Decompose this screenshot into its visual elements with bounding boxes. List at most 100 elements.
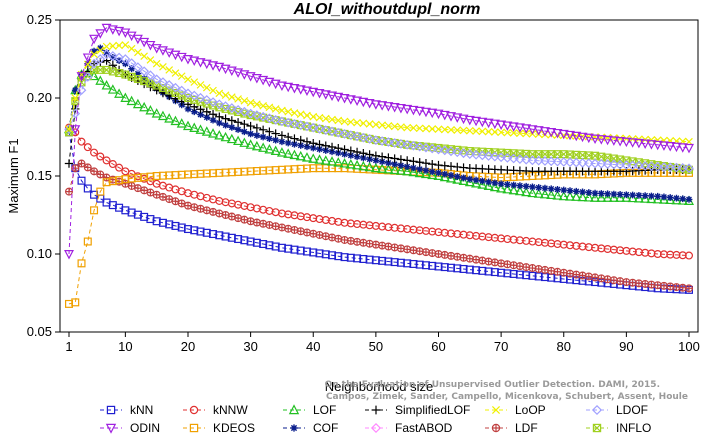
data-point <box>552 128 563 139</box>
data-point <box>132 98 143 109</box>
data-point <box>665 142 676 152</box>
data-point <box>233 68 244 78</box>
data-point <box>239 137 250 147</box>
series-ldof <box>64 49 694 174</box>
plot-area: 0.05 0.10 0.15 0.20 0.25 1 10 20 30 40 50 60 70 80 90… <box>27 12 700 354</box>
data-point <box>96 187 105 196</box>
data-point <box>402 165 413 176</box>
data-point <box>151 44 162 54</box>
legend-item-lof: LOF <box>283 403 336 417</box>
data-point-cross <box>685 284 693 292</box>
legend-item-inflo: INFLO <box>586 421 651 434</box>
x-tick-label: 70 <box>494 339 508 354</box>
data-point-cross <box>535 265 543 273</box>
data-point <box>340 145 349 154</box>
data-point <box>302 121 312 132</box>
data-point <box>577 158 588 168</box>
data-point <box>221 211 230 220</box>
data-point <box>516 182 524 190</box>
data-point <box>157 110 168 121</box>
data-point <box>496 152 506 163</box>
data-point <box>514 185 525 196</box>
data-point <box>565 157 575 168</box>
data-point-cross <box>84 164 92 171</box>
data-point <box>90 148 99 157</box>
data-point <box>370 100 381 110</box>
data-point <box>558 157 569 167</box>
data-point <box>383 163 394 174</box>
series-layer <box>64 23 694 308</box>
data-point <box>283 117 294 128</box>
x-tick-label: 80 <box>557 339 571 354</box>
data-point <box>195 58 206 68</box>
data-point <box>228 123 236 131</box>
data-point <box>233 118 243 127</box>
data-point <box>134 70 142 78</box>
data-point <box>151 74 162 85</box>
data-point <box>452 113 463 123</box>
data-point <box>497 128 505 137</box>
data-point <box>276 147 287 157</box>
data-point <box>441 170 449 178</box>
data-point <box>453 126 462 134</box>
data-point <box>646 140 657 150</box>
data-point <box>252 110 262 121</box>
data-point <box>214 99 225 110</box>
data-point <box>184 75 192 84</box>
data-point <box>529 183 536 191</box>
data-point <box>383 102 394 112</box>
data-point <box>491 128 499 136</box>
data-point <box>283 148 294 158</box>
data-point <box>396 139 406 149</box>
data-point <box>176 85 187 96</box>
data-point <box>247 130 255 138</box>
data-point <box>459 126 468 135</box>
data-point <box>496 182 507 193</box>
data-point <box>590 158 600 169</box>
data-point <box>309 144 317 152</box>
data-point <box>416 165 424 173</box>
data-point <box>195 124 206 134</box>
data-point <box>677 143 688 153</box>
data-point-cross <box>303 229 311 236</box>
data-point <box>321 141 330 150</box>
data-point <box>120 92 131 103</box>
data-point <box>341 150 348 158</box>
data-point <box>533 188 544 198</box>
data-point <box>640 139 651 150</box>
data-point <box>283 132 293 142</box>
data-point-cross <box>372 241 380 249</box>
data-point <box>333 92 344 103</box>
data-point <box>665 162 676 173</box>
legend-label: ODIN <box>130 421 160 434</box>
data-point <box>527 155 538 166</box>
legend-item-odin: ODIN <box>100 421 160 434</box>
data-point <box>284 139 292 147</box>
data-point <box>226 103 237 113</box>
data-point <box>590 134 601 145</box>
data-point <box>527 125 538 135</box>
data-point <box>671 142 682 153</box>
data-point <box>171 69 180 77</box>
data-point <box>170 50 181 61</box>
data-point <box>245 72 256 82</box>
data-point <box>278 106 286 115</box>
data-point <box>302 228 311 237</box>
data-point <box>372 120 380 129</box>
data-point <box>209 86 217 95</box>
data-point <box>558 129 569 140</box>
data-point <box>472 176 480 184</box>
data-point <box>209 116 217 124</box>
data-point <box>415 158 424 167</box>
data-point <box>208 128 219 138</box>
data-point <box>164 113 175 123</box>
data-point-cross <box>604 275 611 283</box>
data-point-x <box>592 423 602 433</box>
data-point-cross <box>591 274 599 281</box>
data-point <box>484 127 493 136</box>
data-point <box>296 227 305 236</box>
data-point <box>114 88 125 98</box>
x-tick-label: 50 <box>369 339 383 354</box>
data-point-cross <box>278 224 286 231</box>
data-point <box>333 127 344 138</box>
